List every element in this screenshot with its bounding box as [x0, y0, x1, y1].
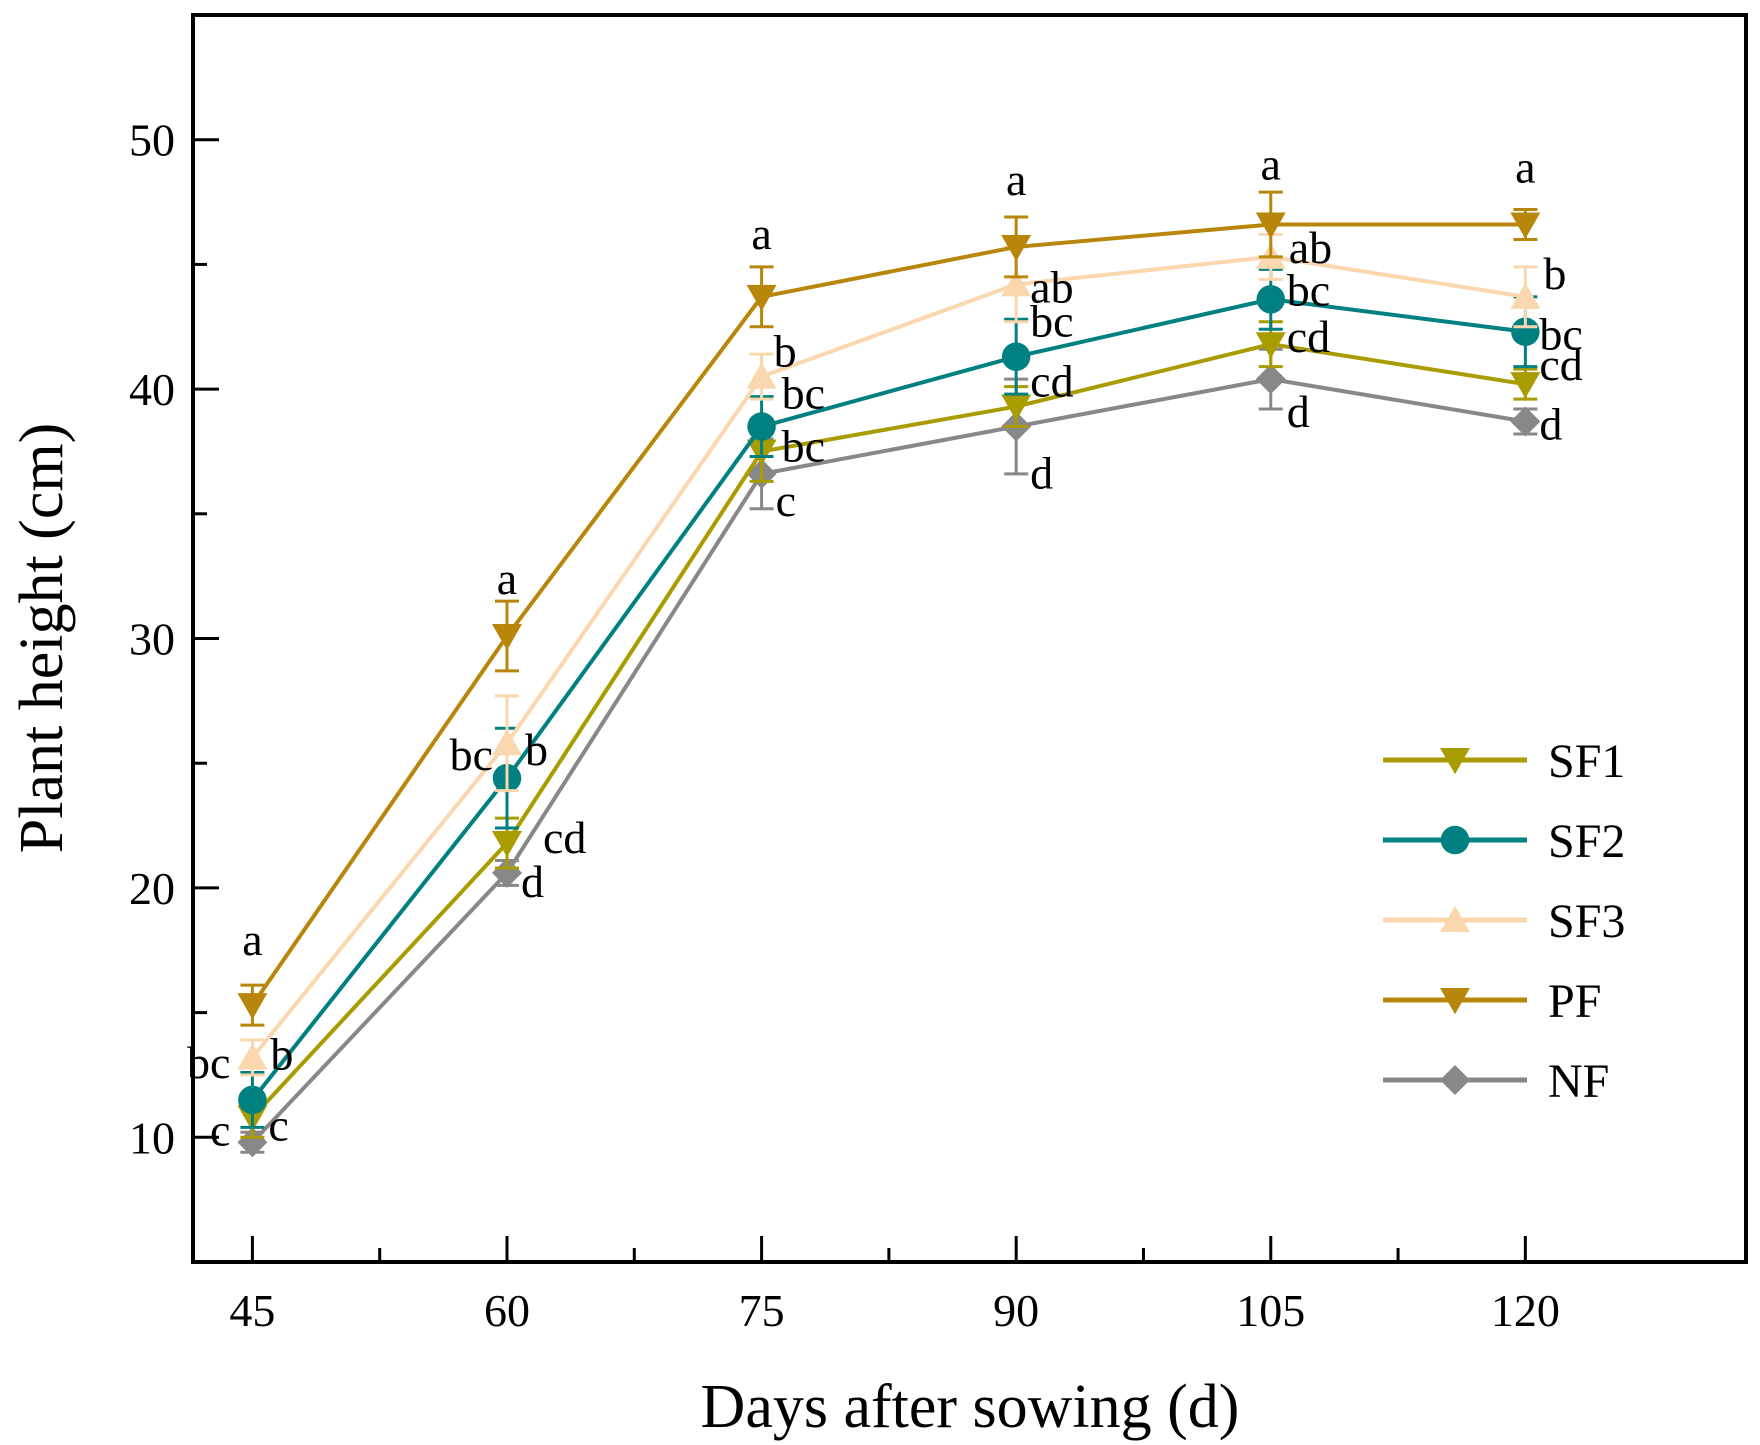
series-layer: [237, 190, 1541, 1158]
significance-label: ab: [1030, 261, 1073, 312]
significance-label: a: [242, 914, 262, 965]
series-line: [250, 342, 1526, 1119]
series-sf1: [237, 320, 1541, 1139]
series-pf: [237, 190, 1541, 1027]
significance-label: a: [497, 553, 517, 604]
significance-label: c: [776, 475, 796, 526]
significance-label: bc: [782, 368, 825, 419]
y-axis-label: Plant height (cm): [8, 423, 76, 853]
data-point: [746, 284, 777, 312]
significance-label: bc: [1030, 296, 1073, 347]
y-tick-label: 10: [129, 1112, 175, 1163]
series-nf: [237, 347, 1541, 1158]
data-point: [237, 1043, 268, 1070]
legend-marker: [1440, 1065, 1470, 1095]
significance-label: cd: [1030, 356, 1073, 407]
data-point: [491, 728, 522, 756]
significance-label: d: [1539, 399, 1562, 450]
legend-item-sf1: SF1: [1383, 735, 1625, 788]
series-sf2: [238, 267, 1540, 1129]
legend-marker: [1440, 825, 1470, 855]
legend-item-sf3: SF3: [1383, 895, 1625, 948]
data-point: [1255, 332, 1286, 359]
data-point: [1255, 212, 1286, 239]
data-point: [237, 993, 268, 1020]
x-tick-label: 75: [739, 1285, 785, 1336]
data-point: [746, 362, 777, 389]
significance-label: ab: [1289, 222, 1332, 273]
significance-label: b: [525, 724, 548, 775]
data-point: [1510, 212, 1541, 239]
legend-label: PF: [1548, 975, 1601, 1028]
data-point: [1256, 285, 1286, 314]
data-point: [1001, 394, 1032, 421]
significance-label: b: [774, 326, 797, 377]
series-line: [250, 222, 1526, 1007]
series-line: [250, 297, 1526, 1102]
x-tick-label: 105: [1236, 1285, 1305, 1336]
significance-label: a: [1006, 154, 1026, 205]
significance-label: c: [268, 1099, 288, 1150]
data-point: [1510, 282, 1541, 309]
x-tick-label: 60: [484, 1285, 530, 1336]
x-tick-label: 120: [1491, 1285, 1560, 1336]
significance-label: d: [521, 856, 544, 907]
data-point: [1511, 317, 1540, 346]
legend-marker: [1440, 905, 1470, 932]
series-line: [250, 377, 1526, 1144]
significance-label: a: [751, 208, 771, 259]
legend-label: SF3: [1548, 895, 1625, 948]
significance-label: bc: [450, 729, 493, 780]
legend-label: NF: [1548, 1055, 1609, 1108]
data-point: [238, 1085, 267, 1115]
data-point: [1510, 372, 1541, 399]
data-point: [237, 1127, 268, 1158]
y-tick-label: 50: [129, 115, 175, 166]
y-tick-label: 20: [129, 863, 175, 914]
significance-label: d: [1030, 448, 1053, 499]
y-tick-label: 30: [129, 614, 175, 665]
data-point: [1001, 342, 1031, 371]
data-point: [1255, 364, 1286, 395]
significance-label: b: [270, 1028, 293, 1079]
significance-label: bc: [187, 1037, 230, 1088]
legend-label: SF1: [1548, 735, 1625, 788]
significance-label: c: [210, 1104, 230, 1155]
significance-label: bc: [1539, 309, 1582, 360]
x-tick-label: 45: [229, 1285, 275, 1336]
legend-item-nf: NF: [1383, 1055, 1609, 1108]
significance-label: bc: [1287, 264, 1330, 315]
data-point: [747, 412, 776, 441]
y-tick-label: 40: [129, 364, 175, 415]
significance-label: bc: [782, 420, 825, 471]
legend-marker: [1440, 988, 1470, 1015]
legend-item-sf2: SF2: [1383, 815, 1625, 868]
x-tick-label: 90: [993, 1285, 1039, 1336]
axis-ticks: 45 60 75 90 105 120 10 20 30 40 50: [129, 115, 1560, 1336]
legend-marker: [1440, 748, 1470, 775]
significance-label: cd: [1287, 311, 1330, 362]
data-point: [1510, 406, 1541, 437]
significance-label: b: [1543, 248, 1566, 299]
data-point: [491, 831, 522, 858]
significance-label: a: [1515, 141, 1535, 192]
data-point: [491, 857, 522, 888]
significance-label: cd: [543, 812, 586, 863]
series-line: [250, 254, 1526, 1059]
data-point: [491, 624, 522, 651]
legend-item-pf: PF: [1383, 975, 1601, 1028]
x-axis-label: Days after sowing (d): [701, 1373, 1240, 1441]
data-point: [1001, 270, 1032, 297]
legend: SF1 SF2 SF3 PF NF: [1383, 735, 1625, 1108]
data-point: [1001, 234, 1032, 262]
significance-label: cd: [1539, 339, 1582, 390]
plot-frame: [191, 13, 1748, 1264]
significance-label: d: [1287, 386, 1310, 437]
significance-label: a: [1261, 138, 1281, 189]
legend-label: SF2: [1548, 815, 1625, 868]
